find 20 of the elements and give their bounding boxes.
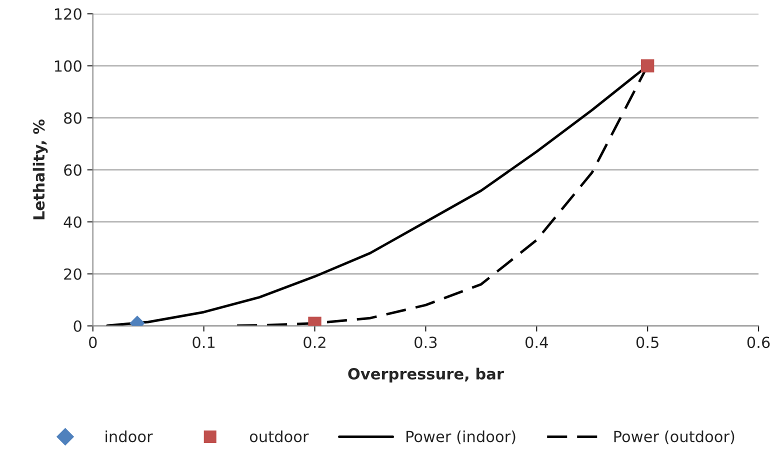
x-tick-label: 0.2 [304, 336, 326, 348]
y-tick-label: 60 [64, 164, 82, 176]
legend-label: indoor [106, 430, 153, 442]
y-tick-label: 100 [54, 60, 82, 72]
x-tick-label: 0.5 [636, 336, 658, 348]
x-axis-title: Overpressure, bar [348, 368, 504, 383]
y-tick-label: 20 [64, 268, 82, 280]
y-tick-label: 0 [74, 320, 82, 332]
legend-label: Power (indoor) [406, 430, 516, 444]
y-tick-label: 40 [64, 216, 82, 228]
y-tick-label: 120 [54, 8, 82, 20]
y-tick-label: 80 [64, 112, 82, 124]
x-tick-label: 0 [89, 336, 97, 348]
x-tick-label: 0.3 [414, 336, 437, 348]
x-tick-label: 0.4 [526, 336, 548, 348]
x-tick-label: 0.1 [192, 336, 215, 348]
y-axis-title: Lethality, % [32, 120, 48, 220]
legend-label: outdoor [250, 430, 309, 442]
x-tick-label: 0.6 [747, 336, 770, 348]
legend-label: Power (outdoor) [614, 430, 734, 444]
